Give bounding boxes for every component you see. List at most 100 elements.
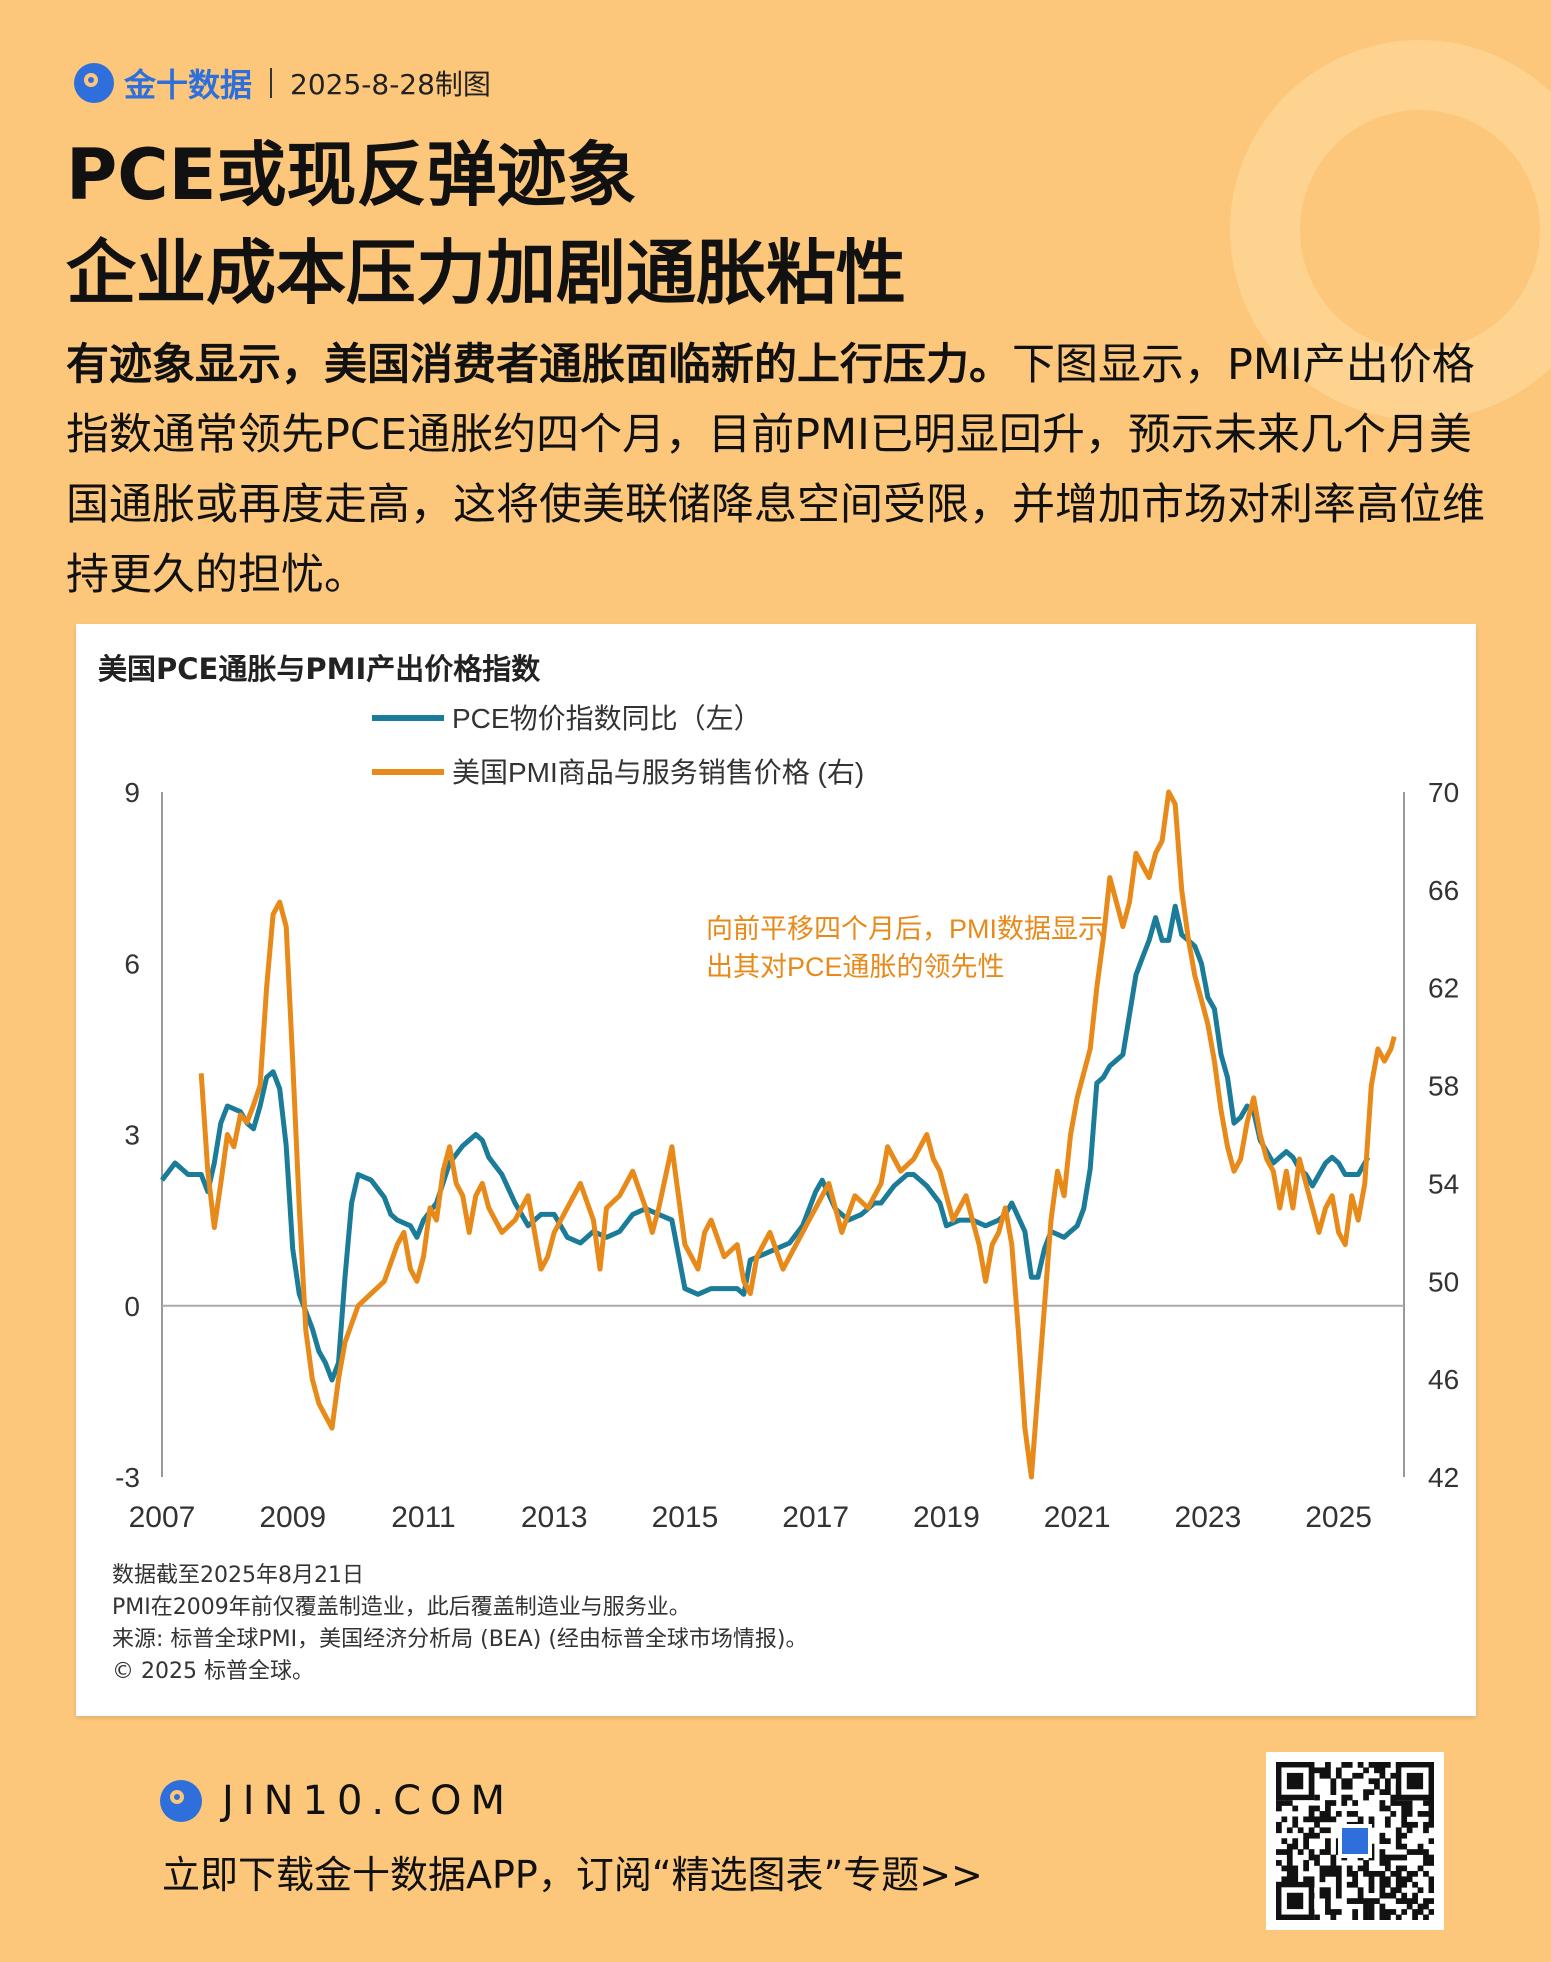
qr-module <box>1314 1914 1320 1920</box>
qr-module <box>1384 1909 1391 1915</box>
x-tick-label: 2015 <box>652 1501 719 1534</box>
qr-module <box>1325 1887 1331 1894</box>
qr-module <box>1352 1898 1359 1904</box>
qr-module <box>1319 1772 1326 1779</box>
qr-code[interactable] <box>1266 1752 1444 1930</box>
qr-module <box>1330 1778 1337 1785</box>
qr-finder <box>1286 1772 1304 1790</box>
qr-module <box>1379 1849 1386 1855</box>
qr-module <box>1412 1892 1418 1899</box>
qr-module <box>1395 1881 1402 1888</box>
y-right-tick-label: 58 <box>1428 1071 1459 1102</box>
qr-module <box>1286 1827 1293 1834</box>
qr-module <box>1341 1800 1348 1806</box>
qr-module <box>1406 1811 1413 1817</box>
qr-module <box>1423 1854 1429 1861</box>
x-tick-label: 2023 <box>1175 1501 1242 1534</box>
intro-lead: 有迹象显示，美国消费者通胀面临新的上行压力。 <box>66 340 1012 390</box>
qr-module <box>1390 1794 1397 1801</box>
x-tick-label: 2013 <box>521 1501 588 1534</box>
qr-module <box>1395 1865 1402 1872</box>
qr-module <box>1379 1914 1386 1920</box>
qr-module <box>1352 1811 1359 1817</box>
qr-module <box>1325 1827 1331 1834</box>
qr-module <box>1406 1805 1413 1812</box>
qr-module <box>1281 1849 1288 1855</box>
qr-module <box>1357 1892 1364 1899</box>
qr-module <box>1335 1811 1342 1817</box>
qr-module <box>1379 1772 1386 1779</box>
qr-module <box>1363 1903 1369 1910</box>
x-tick-label: 2025 <box>1305 1501 1372 1534</box>
x-tick-label: 2019 <box>913 1501 980 1534</box>
qr-module <box>1423 1903 1429 1910</box>
qr-module <box>1379 1854 1386 1861</box>
qr-module <box>1341 1778 1348 1785</box>
qr-module <box>1352 1870 1359 1877</box>
qr-module <box>1308 1827 1315 1834</box>
qr-module <box>1412 1909 1418 1915</box>
x-tick-label: 2017 <box>782 1501 849 1534</box>
qr-module <box>1395 1898 1402 1904</box>
qr-module <box>1346 1898 1353 1904</box>
qr-module <box>1417 1811 1424 1817</box>
y-right-tick-label: 70 <box>1428 777 1459 808</box>
qr-module <box>1379 1903 1386 1910</box>
qr-module <box>1325 1892 1331 1899</box>
qr-module <box>1401 1805 1408 1812</box>
qr-module <box>1395 1832 1402 1839</box>
qr-module <box>1303 1816 1309 1823</box>
qr-finder <box>1406 1772 1424 1790</box>
qr-module <box>1374 1870 1380 1877</box>
qr-module <box>1335 1892 1342 1899</box>
qr-module <box>1286 1843 1293 1850</box>
qr-module <box>1325 1762 1331 1768</box>
qr-module <box>1346 1778 1353 1785</box>
qr-module <box>1303 1838 1309 1845</box>
qr-module <box>1352 1800 1359 1806</box>
qr-module <box>1357 1762 1364 1768</box>
jin10-logo-icon <box>74 63 114 103</box>
qr-module <box>1319 1816 1326 1823</box>
qr-module <box>1286 1876 1293 1883</box>
site-url[interactable]: JIN10.COM <box>222 1778 515 1824</box>
qr-module <box>1281 1876 1288 1883</box>
qr-module <box>1379 1789 1386 1795</box>
qr-module <box>1292 1876 1299 1883</box>
qr-module <box>1384 1805 1391 1812</box>
qr-module <box>1352 1909 1359 1915</box>
qr-module <box>1325 1772 1331 1779</box>
qr-module <box>1379 1832 1386 1839</box>
qr-module <box>1401 1854 1408 1861</box>
qr-module <box>1308 1816 1315 1823</box>
qr-module <box>1303 1843 1309 1850</box>
footer-brand[interactable]: JIN10.COM <box>160 1778 514 1824</box>
qr-module <box>1346 1783 1353 1790</box>
intro-body: 下图显示，PMI产出价格指数通常领先PCE通胀约四个月，目前PMI已明显回升，预… <box>66 340 1485 600</box>
qr-module <box>1368 1914 1375 1920</box>
download-cta[interactable]: 立即下载金十数据APP，订阅“精选图表”专题>> <box>162 1853 983 1897</box>
qr-module <box>1368 1870 1375 1877</box>
qr-module <box>1379 1881 1386 1888</box>
qr-module <box>1390 1854 1397 1861</box>
qr-module <box>1428 1821 1434 1828</box>
qr-module <box>1292 1805 1299 1812</box>
qr-module <box>1314 1854 1320 1861</box>
qr-module <box>1330 1909 1337 1915</box>
qr-module <box>1335 1772 1342 1779</box>
qr-module <box>1417 1887 1424 1894</box>
qr-module <box>1390 1892 1397 1899</box>
qr-module <box>1423 1827 1429 1834</box>
qr-module <box>1276 1800 1282 1806</box>
qr-module <box>1428 1800 1434 1806</box>
qr-module <box>1428 1816 1434 1823</box>
qr-module <box>1363 1865 1369 1872</box>
brand-name: 金十数据 <box>124 66 253 104</box>
qr-module <box>1297 1849 1304 1855</box>
qr-module <box>1363 1914 1369 1920</box>
qr-module <box>1401 1816 1408 1823</box>
qr-module <box>1303 1832 1309 1839</box>
qr-module <box>1330 1783 1337 1790</box>
qr-module <box>1428 1805 1434 1812</box>
qr-module <box>1379 1805 1386 1812</box>
